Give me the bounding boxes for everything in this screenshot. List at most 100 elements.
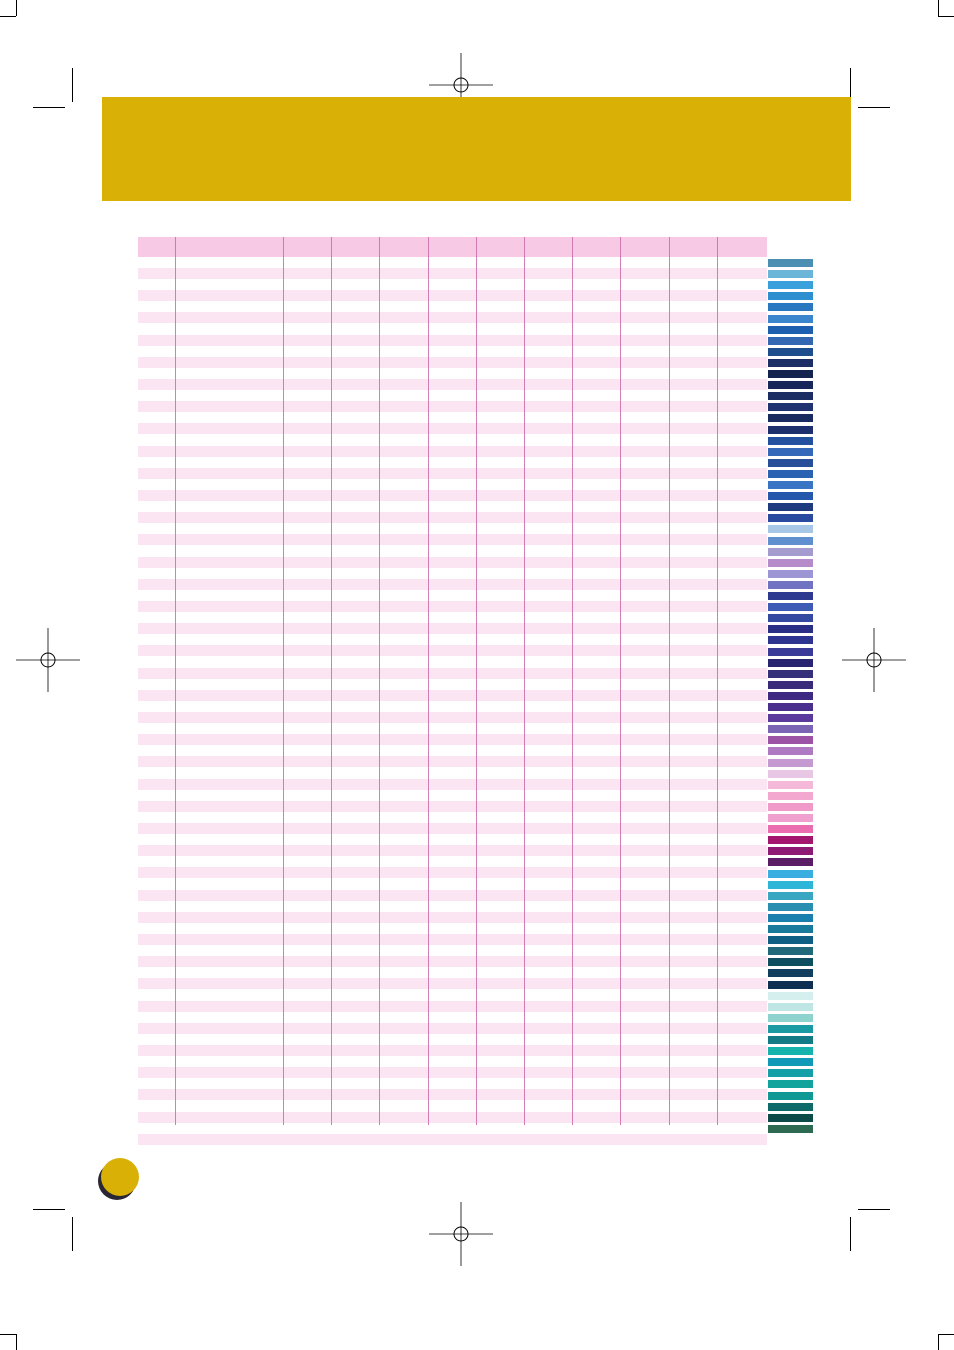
column-rule (524, 237, 525, 1125)
table-row (138, 1022, 767, 1034)
color-swatch (768, 780, 813, 789)
table-row (138, 1045, 767, 1057)
table-row (138, 556, 767, 568)
trim-mark-upper-left-v (72, 68, 73, 102)
color-swatch (768, 680, 813, 689)
color-swatch (768, 481, 813, 489)
table-row (138, 689, 767, 701)
color-swatch (768, 825, 813, 834)
color-swatch (768, 336, 813, 345)
color-swatch (768, 370, 813, 378)
color-swatch (768, 403, 813, 412)
crop-mark-bottom-left-h (0, 1334, 16, 1335)
color-swatch (768, 991, 813, 1000)
table-row (138, 445, 767, 457)
table-row (138, 268, 767, 280)
color-swatch (768, 1036, 813, 1044)
trim-mark-lower-right-v (850, 1217, 851, 1251)
column-rule (717, 237, 718, 1125)
color-swatch (768, 1102, 813, 1111)
color-swatch (768, 1113, 813, 1122)
color-swatch (768, 259, 813, 267)
color-swatch (768, 958, 813, 967)
color-swatch (768, 747, 813, 756)
table-row (138, 1111, 767, 1123)
table-row (138, 423, 767, 435)
crop-mark-bottom-right-h (938, 1334, 954, 1335)
color-swatch (768, 580, 813, 589)
color-swatch (768, 569, 813, 578)
color-swatch (768, 980, 813, 989)
crop-mark-top-left-v (16, 0, 17, 16)
color-swatch (768, 736, 813, 745)
color-swatch (768, 691, 813, 700)
trim-mark-upper-left-h (33, 107, 65, 108)
color-swatch (768, 836, 813, 845)
table-row (138, 401, 767, 413)
color-swatch (768, 769, 813, 778)
color-swatch (768, 636, 813, 645)
page-badge-disc (101, 1158, 139, 1196)
color-swatch (768, 270, 813, 279)
table-row (138, 845, 767, 857)
color-swatch (768, 547, 813, 556)
color-swatch (768, 303, 813, 312)
color-swatch (768, 325, 813, 334)
color-swatch (768, 725, 813, 734)
color-swatch (768, 292, 813, 301)
color-swatch (768, 425, 813, 434)
table-row (138, 934, 767, 946)
data-table (138, 237, 767, 1145)
table-row (138, 800, 767, 812)
table-row (138, 467, 767, 479)
column-rule (331, 237, 332, 1125)
color-swatch (768, 1091, 813, 1100)
color-swatch (768, 758, 813, 767)
table-row (138, 1133, 767, 1145)
column-rule (572, 237, 573, 1125)
table-row (138, 578, 767, 590)
color-swatch (768, 880, 813, 889)
trim-mark-upper-right-h (858, 107, 890, 108)
column-rule (620, 237, 621, 1125)
column-rule (283, 237, 284, 1125)
table-row (138, 823, 767, 835)
color-swatch (768, 913, 813, 922)
table-row (138, 778, 767, 790)
registration-mark-bottom-icon (429, 1202, 493, 1266)
color-swatch (768, 392, 813, 401)
column-rule (428, 237, 429, 1125)
color-swatch (768, 669, 813, 678)
color-swatch (768, 1080, 813, 1089)
color-swatch-column (768, 259, 813, 1133)
table-header-row (138, 237, 767, 257)
table-row (138, 645, 767, 657)
color-swatch (768, 1013, 813, 1022)
table-row (138, 312, 767, 324)
table-row (138, 889, 767, 901)
trim-mark-lower-left-v (72, 1217, 73, 1251)
color-swatch (768, 1124, 813, 1133)
color-swatch (768, 603, 813, 612)
color-swatch (768, 447, 813, 456)
table-row (138, 623, 767, 635)
color-swatch (768, 1069, 813, 1078)
trim-mark-lower-right-h (858, 1209, 890, 1210)
color-swatch (768, 414, 813, 423)
color-swatch (768, 525, 813, 534)
color-swatch (768, 558, 813, 567)
color-swatch (768, 458, 813, 467)
color-swatch (768, 592, 813, 600)
table-row (138, 534, 767, 546)
color-swatch (768, 614, 813, 623)
color-swatch (768, 714, 813, 723)
table-row (138, 356, 767, 368)
table-row (138, 956, 767, 968)
crop-mark-top-left-h (0, 16, 16, 17)
color-swatch (768, 1058, 813, 1067)
color-swatch (768, 902, 813, 911)
color-swatch (768, 925, 813, 933)
crop-mark-top-right-v (938, 0, 939, 16)
color-swatch (768, 503, 813, 512)
color-swatch (768, 1002, 813, 1011)
